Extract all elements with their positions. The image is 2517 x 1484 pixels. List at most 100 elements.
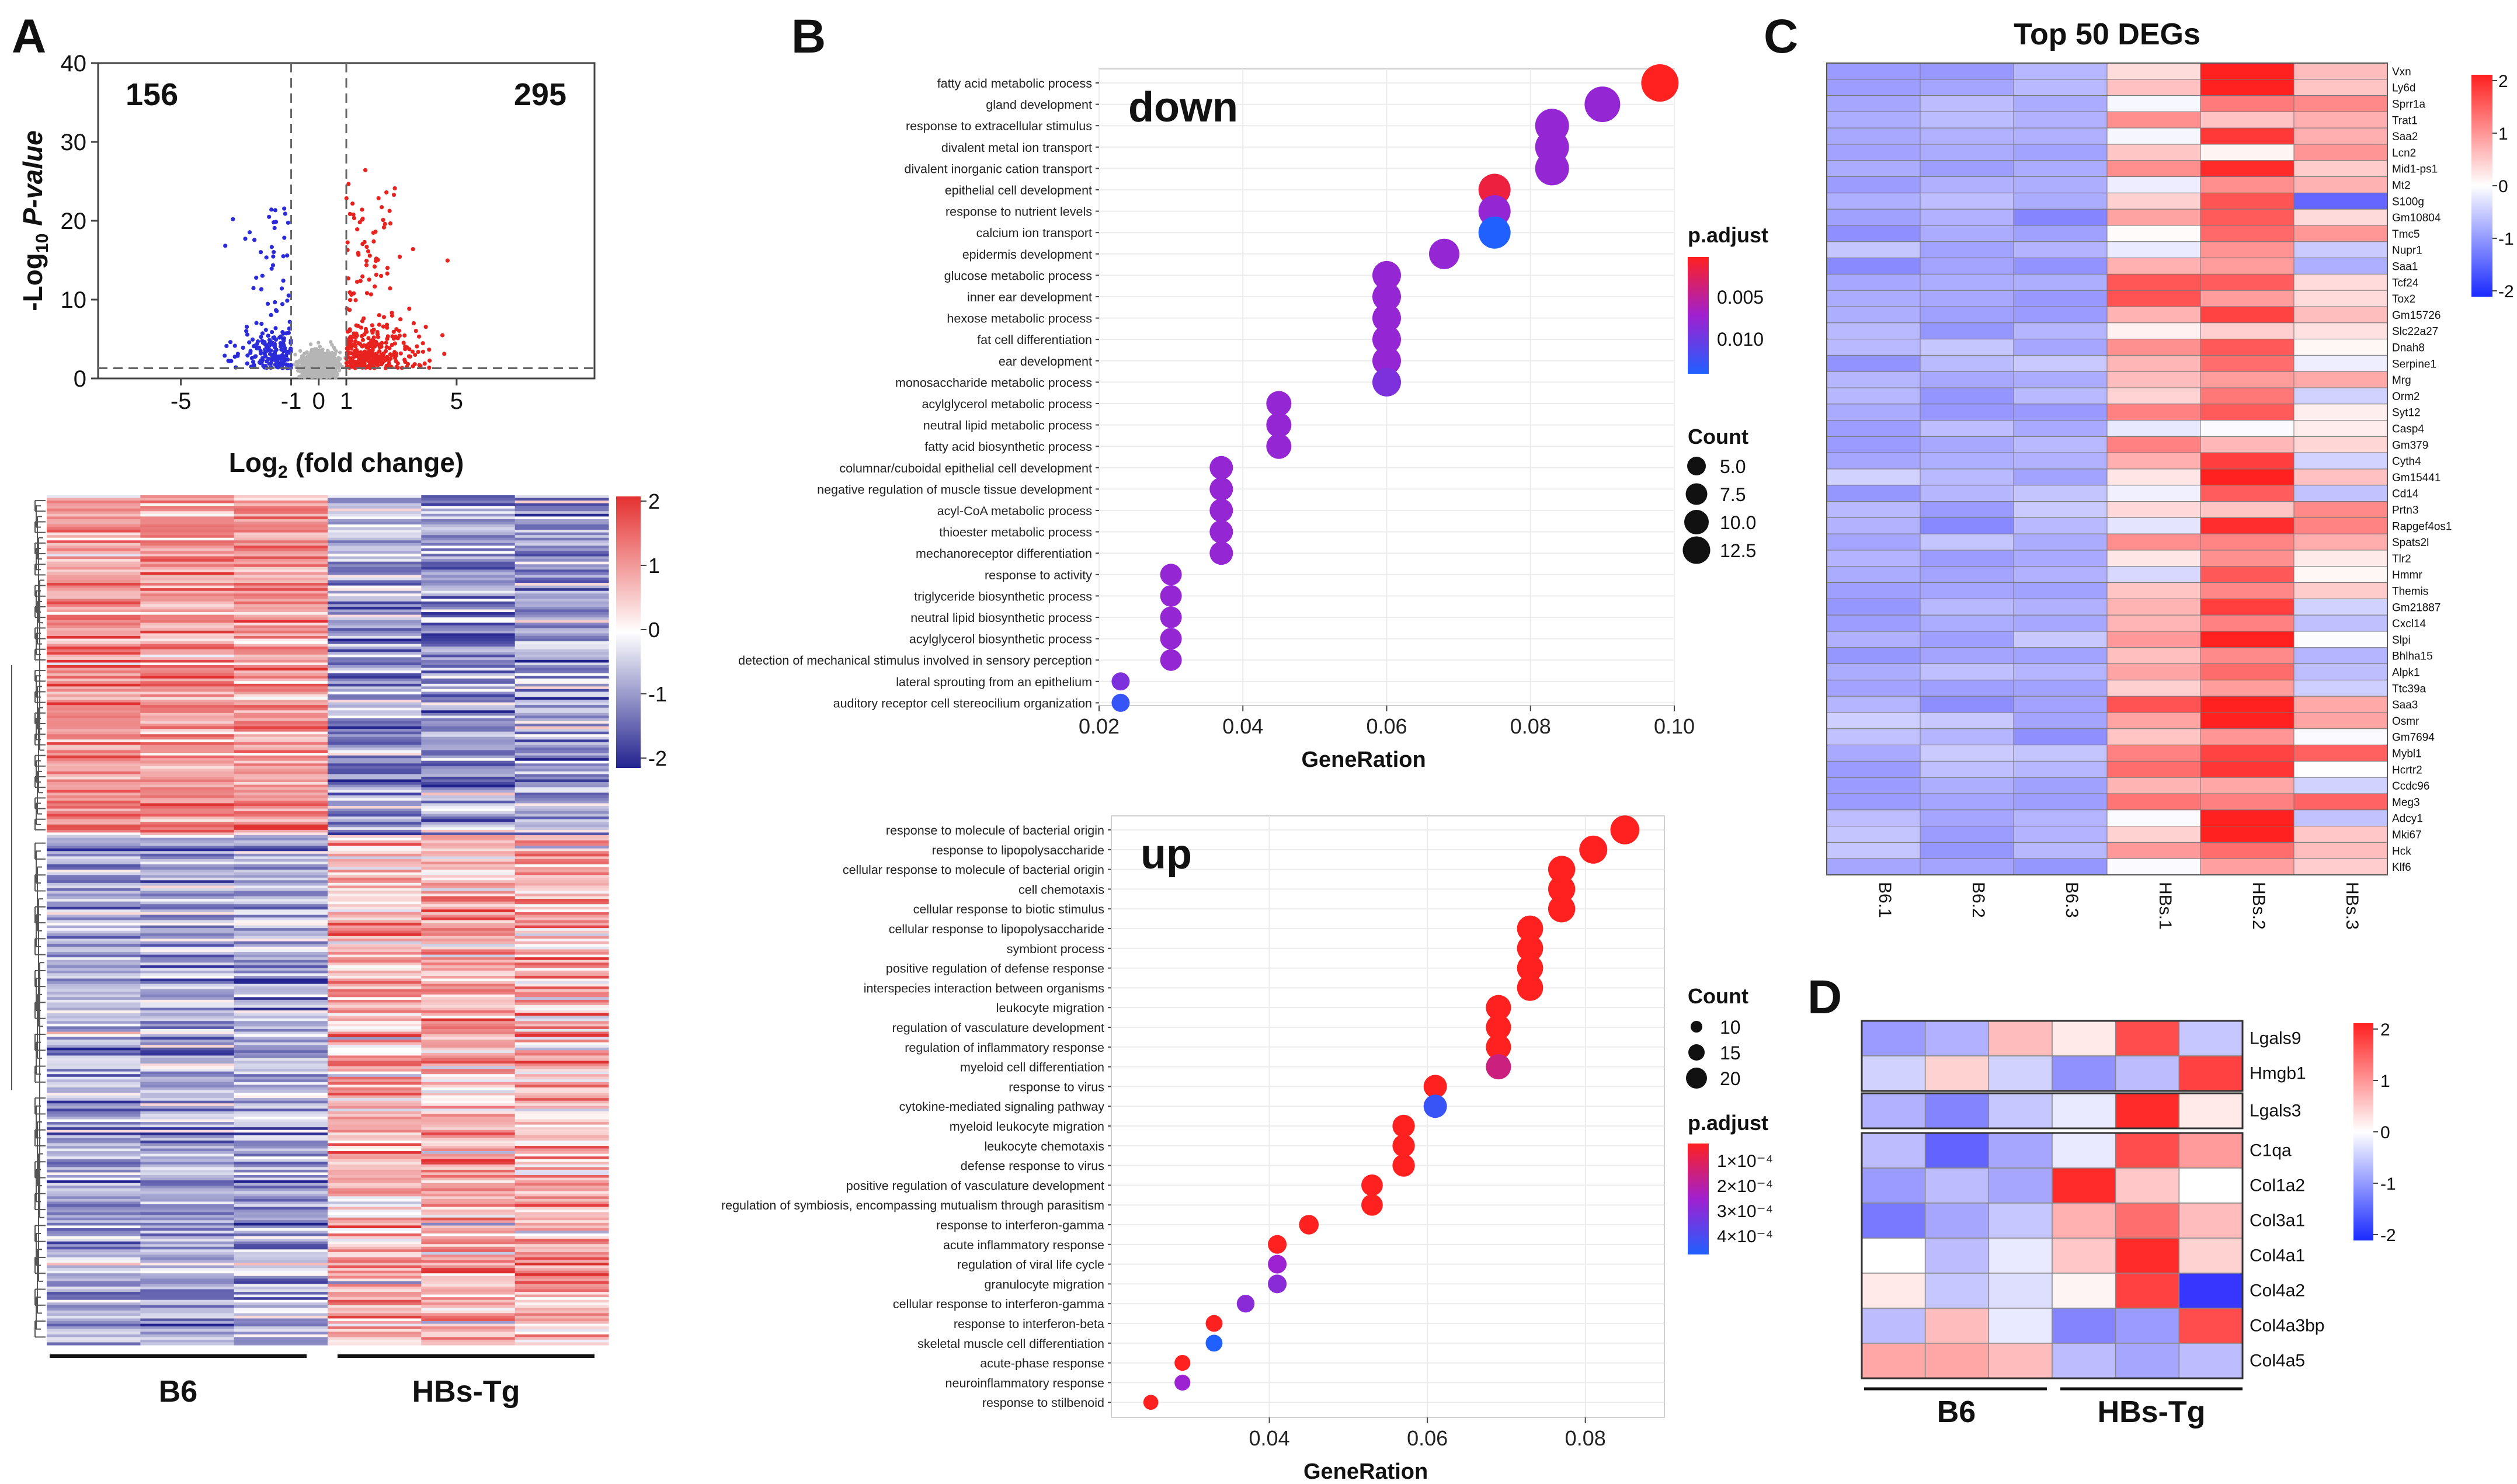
heatmap-a-cell bbox=[514, 808, 609, 812]
heatmap-a-cell bbox=[328, 1239, 422, 1242]
volcano-point-down bbox=[254, 321, 259, 325]
heatmap-a-cell bbox=[140, 1132, 235, 1136]
heatmap-a-cell bbox=[140, 1114, 235, 1117]
heatmap-a-cell bbox=[140, 1018, 235, 1021]
heatmap-d-cell bbox=[2052, 1132, 2116, 1169]
volcano-point-down bbox=[274, 220, 279, 224]
heatmap-c-cell bbox=[1826, 468, 1921, 486]
heatmap-a-cell bbox=[421, 1114, 516, 1117]
heatmap-a-cell bbox=[328, 875, 422, 878]
heatmap-a-cell bbox=[328, 970, 422, 974]
heatmap-c-cell bbox=[2013, 339, 2108, 356]
heatmap-a-cell bbox=[140, 638, 235, 642]
x-tick-label: 0 bbox=[312, 388, 325, 414]
heatmap-c-cell bbox=[1920, 208, 2014, 226]
gene-label: Spats2l bbox=[2392, 537, 2429, 549]
heatmap-a-cell bbox=[234, 837, 328, 841]
heatmap-a-cell bbox=[47, 1064, 141, 1067]
heatmap-a-cell bbox=[328, 851, 422, 854]
heatmap-a-cell bbox=[421, 901, 516, 905]
heatmap-a-cell bbox=[47, 1289, 141, 1292]
heatmap-a-cell bbox=[514, 1040, 609, 1043]
heatmap-a-cell bbox=[234, 731, 328, 735]
heatmap-a-legend-label: 1 bbox=[648, 554, 660, 578]
volcano-point-up bbox=[402, 333, 407, 338]
heatmap-c-cell bbox=[2293, 809, 2388, 827]
heatmap-c-cell bbox=[1920, 387, 2014, 405]
heatmap-a-cell bbox=[47, 1016, 141, 1019]
volcano-point-down bbox=[232, 343, 237, 348]
heatmap-d-cell bbox=[1988, 1273, 2053, 1309]
heatmap-d-cell bbox=[2052, 1167, 2116, 1204]
go-dot bbox=[1517, 935, 1543, 962]
sample-label: B6.2 bbox=[1969, 882, 1988, 918]
heatmap-c-cell bbox=[1826, 225, 1921, 242]
heatmap-a-cell bbox=[234, 1299, 328, 1303]
heatmap-a-cell bbox=[234, 1254, 328, 1258]
heatmap-a-cell bbox=[47, 1162, 141, 1165]
heatmap-a-cell bbox=[47, 614, 141, 618]
heatmap-c-cell bbox=[2293, 258, 2388, 274]
heatmap-a-cell bbox=[234, 1217, 328, 1221]
heatmap-a-cell bbox=[328, 641, 422, 645]
heatmap-a-cell bbox=[421, 928, 516, 932]
heatmap-a-cell bbox=[234, 596, 328, 599]
heatmap-a-cell bbox=[514, 877, 609, 881]
volcano-point-ns bbox=[330, 343, 334, 347]
heatmap-c-cell bbox=[2106, 631, 2201, 648]
heatmap-a-cell bbox=[47, 1193, 141, 1197]
heatmap-c-cell bbox=[2013, 371, 2108, 388]
volcano-point-ns bbox=[293, 352, 297, 357]
heatmap-a-cell bbox=[47, 623, 141, 626]
heatmap-a-cell bbox=[421, 689, 516, 693]
volcano-point-down bbox=[285, 298, 290, 303]
volcano-point-up bbox=[385, 266, 390, 270]
volcano-point-down bbox=[235, 352, 240, 356]
heatmap-a-cell bbox=[514, 638, 609, 642]
heatmap-a-cell bbox=[140, 771, 235, 775]
heatmap-a-cell bbox=[47, 793, 141, 796]
heatmap-a-cell bbox=[328, 1061, 422, 1064]
heatmap-c-cell bbox=[1920, 614, 2014, 632]
heatmap-a-cell bbox=[234, 864, 328, 868]
heatmap-a-cell bbox=[328, 1241, 422, 1245]
heatmap-a-cell bbox=[140, 617, 235, 621]
go-term-label: neutral lipid biosynthetic process bbox=[910, 611, 1092, 625]
heatmap-a-cell bbox=[328, 973, 422, 976]
heatmap-a-cell bbox=[234, 1034, 328, 1038]
heatmap-a-cell bbox=[421, 906, 516, 910]
heatmap-a-cell bbox=[47, 885, 141, 889]
heatmap-a-cell bbox=[234, 678, 328, 682]
heatmap-a-cell bbox=[140, 662, 235, 666]
heatmap-a-cell bbox=[421, 739, 516, 743]
heatmap-c-cell bbox=[2200, 420, 2294, 437]
heatmap-a-cell bbox=[140, 795, 235, 798]
heatmap-a-cell bbox=[514, 1074, 609, 1078]
volcano-point-down bbox=[245, 332, 250, 337]
volcano-point-up bbox=[364, 291, 370, 296]
heatmap-a-cell bbox=[234, 647, 328, 650]
heatmap-a-cell bbox=[328, 1023, 422, 1027]
heatmap-a-cell bbox=[140, 668, 235, 671]
heatmap-c-cell bbox=[2200, 79, 2294, 96]
heatmap-a-cell bbox=[421, 936, 516, 939]
heatmap-a-cell bbox=[140, 1284, 235, 1287]
volcano-point-up bbox=[352, 360, 357, 364]
heatmap-a-cell bbox=[514, 978, 609, 982]
heatmap-a-cell bbox=[328, 543, 422, 546]
heatmap-a-cell bbox=[421, 933, 516, 937]
legend-label: 7.5 bbox=[1720, 484, 1746, 505]
heatmap-a-cell bbox=[47, 1175, 141, 1179]
volcano-point-up bbox=[364, 245, 369, 249]
legend-label: 0.010 bbox=[1717, 329, 1764, 350]
heatmap-c-cell bbox=[1920, 111, 2014, 128]
volcano-point-ns bbox=[308, 342, 313, 346]
heatmap-a-cell bbox=[234, 949, 328, 953]
go-dot bbox=[1548, 875, 1576, 903]
heatmap-a-cell bbox=[140, 814, 235, 817]
heatmap-d-cell bbox=[2178, 1055, 2243, 1092]
heatmap-a-cell bbox=[328, 1186, 422, 1189]
heatmap-a-cell bbox=[328, 923, 422, 926]
gene-label: Bhlha15 bbox=[2392, 651, 2433, 663]
heatmap-a-cell bbox=[140, 1045, 235, 1048]
